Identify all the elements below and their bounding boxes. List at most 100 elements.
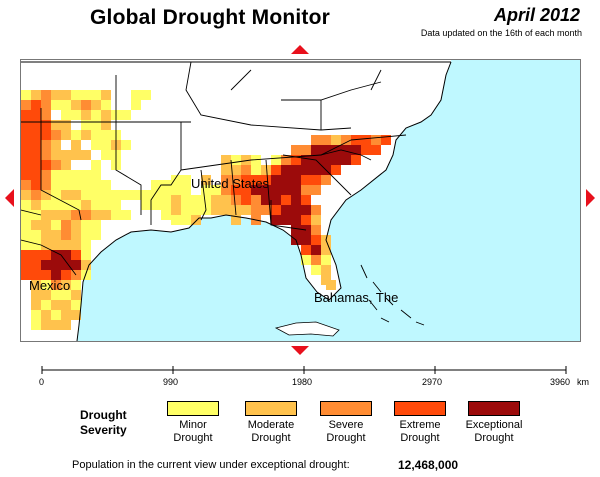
legend-label: Extreme xyxy=(399,419,441,431)
drought-cell xyxy=(311,245,321,255)
drought-cell xyxy=(321,175,331,185)
drought-cell xyxy=(311,145,321,155)
legend-title-line: Severity xyxy=(80,423,127,437)
drought-cell xyxy=(51,210,61,220)
legend-label: Drought xyxy=(173,432,213,444)
drought-cell xyxy=(61,280,71,290)
drought-cell xyxy=(331,135,341,145)
drought-cell xyxy=(61,100,71,110)
drought-cell xyxy=(51,290,61,300)
drought-cell xyxy=(51,220,61,230)
drought-cell xyxy=(321,155,331,165)
drought-cell xyxy=(271,205,281,215)
state-borders xyxy=(21,61,451,276)
drought-cell xyxy=(221,155,231,165)
drought-cell xyxy=(71,170,81,180)
drought-cell xyxy=(326,280,336,290)
drought-cell xyxy=(141,190,151,200)
drought-cell xyxy=(161,190,171,200)
drought-cell xyxy=(221,175,231,185)
pan-east-arrow[interactable] xyxy=(586,189,595,207)
drought-cell xyxy=(321,145,331,155)
drought-cell xyxy=(31,120,41,130)
drought-cell xyxy=(231,185,241,195)
drought-cell xyxy=(241,205,251,215)
drought-cell xyxy=(81,150,91,160)
pan-west-arrow[interactable] xyxy=(5,189,14,207)
drought-cell xyxy=(261,175,271,185)
drought-cell xyxy=(361,135,371,145)
drought-cell xyxy=(51,280,61,290)
drought-cell xyxy=(321,265,331,275)
drought-map[interactable]: United States Mexico Bahamas, The xyxy=(20,59,581,342)
drought-cell xyxy=(31,170,41,180)
drought-cell xyxy=(101,90,111,100)
drought-cell xyxy=(61,170,71,180)
drought-cell xyxy=(61,90,71,100)
drought-cell xyxy=(81,170,91,180)
drought-cell xyxy=(41,320,51,330)
drought-cell xyxy=(21,270,31,280)
drought-cell xyxy=(61,150,71,160)
drought-cell xyxy=(91,90,101,100)
drought-cell xyxy=(271,215,281,225)
drought-cell xyxy=(81,110,91,120)
drought-overlay xyxy=(21,90,391,330)
drought-cell xyxy=(51,230,61,240)
drought-cell xyxy=(261,195,271,205)
drought-cell xyxy=(301,145,311,155)
drought-cell xyxy=(21,190,31,200)
drought-cell xyxy=(251,175,261,185)
drought-cell xyxy=(41,110,51,120)
legend-swatch xyxy=(245,401,297,416)
drought-cell xyxy=(71,140,81,150)
drought-cell xyxy=(101,190,111,200)
drought-cell xyxy=(311,215,321,225)
drought-cell xyxy=(61,290,71,300)
drought-cell xyxy=(271,155,281,165)
drought-cell xyxy=(41,220,51,230)
drought-cell xyxy=(111,210,121,220)
legend-item-exceptional: Exceptional Drought xyxy=(454,401,534,445)
legend-label: Drought xyxy=(326,432,366,444)
drought-cell xyxy=(281,165,291,175)
drought-cell xyxy=(41,300,51,310)
legend-item-severe: Severe Drought xyxy=(306,401,386,445)
drought-cell xyxy=(61,310,71,320)
drought-cell xyxy=(81,240,91,250)
drought-cell xyxy=(61,190,71,200)
drought-cell xyxy=(371,135,381,145)
legend-label: Drought xyxy=(474,432,514,444)
drought-cell xyxy=(71,250,81,260)
drought-cell xyxy=(101,150,111,160)
legend-label: Minor xyxy=(179,419,207,431)
drought-cell xyxy=(231,155,241,165)
drought-cell xyxy=(91,100,101,110)
drought-cell xyxy=(41,100,51,110)
drought-cell xyxy=(61,160,71,170)
drought-cell xyxy=(61,300,71,310)
drought-cell xyxy=(51,240,61,250)
drought-cell xyxy=(281,185,291,195)
drought-cell xyxy=(21,170,31,180)
pan-north-arrow[interactable] xyxy=(291,45,309,54)
drought-cell xyxy=(71,240,81,250)
drought-cell xyxy=(311,205,321,215)
legend-label: Moderate xyxy=(247,419,295,431)
drought-cell xyxy=(61,130,71,140)
drought-cell xyxy=(71,190,81,200)
drought-cell xyxy=(311,225,321,235)
drought-cell xyxy=(81,230,91,240)
pan-south-arrow[interactable] xyxy=(291,346,309,355)
drought-cell xyxy=(241,165,251,175)
drought-cell xyxy=(301,175,311,185)
drought-cell xyxy=(281,195,291,205)
drought-cell xyxy=(311,265,321,275)
drought-cell xyxy=(71,220,81,230)
drought-cell xyxy=(181,185,191,195)
drought-cell xyxy=(41,160,51,170)
drought-cell xyxy=(91,200,101,210)
drought-cell xyxy=(41,120,51,130)
drought-cell xyxy=(31,90,41,100)
drought-cell xyxy=(91,230,101,240)
